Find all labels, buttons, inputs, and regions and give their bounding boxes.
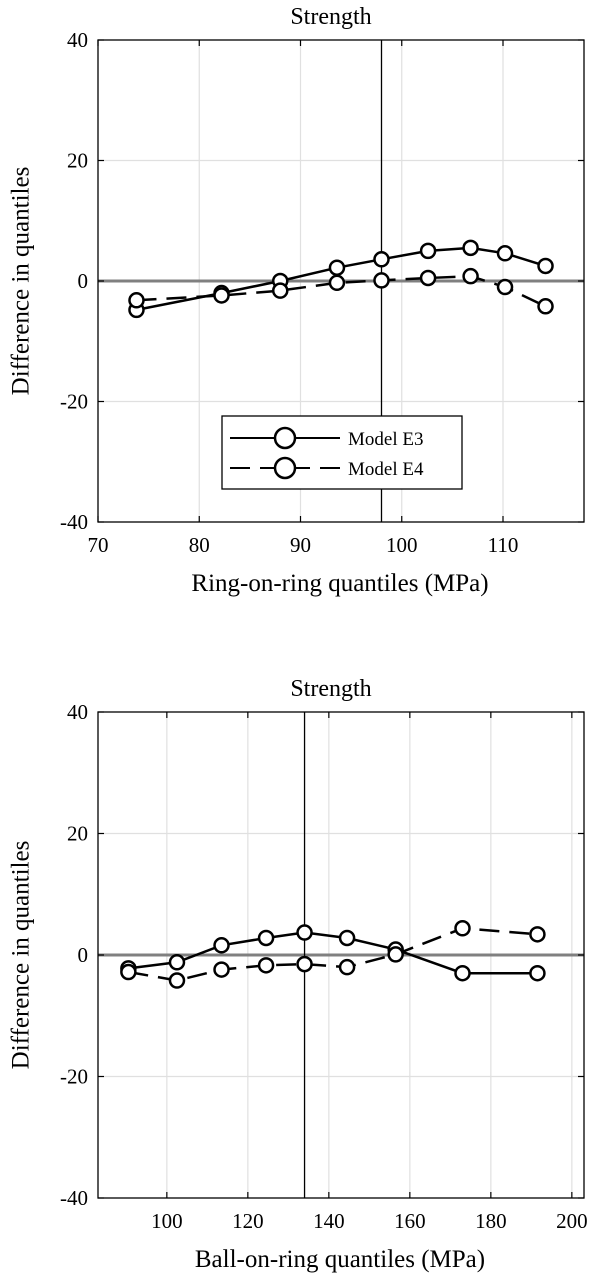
legend-box — [221, 415, 463, 490]
data-point — [338, 929, 356, 947]
x-tick-label: 100 — [151, 1209, 183, 1233]
y-tick-label: 0 — [78, 943, 89, 967]
chart-title: Strength — [290, 4, 371, 30]
data-point — [338, 958, 356, 976]
data-point — [419, 242, 437, 260]
data-point — [387, 946, 404, 963]
legend-entry-label: Model E3 — [348, 429, 423, 450]
series-model-e4 — [120, 920, 546, 989]
chart-title: Strength — [290, 676, 371, 702]
x-tick-label: 200 — [556, 1209, 588, 1233]
x-tick-label: 70 — [88, 533, 109, 557]
legend-entry-label: Model E4 — [348, 459, 424, 480]
data-point — [213, 961, 230, 978]
x-tick-label: 110 — [488, 533, 519, 557]
legend-marker — [273, 426, 297, 450]
series-model-e4 — [128, 267, 554, 315]
y-tick-label: 20 — [67, 149, 88, 173]
legend: Model E3 Model E4 — [221, 415, 463, 490]
y-tick-label: -40 — [60, 510, 88, 534]
x-tick-label: 80 — [189, 533, 210, 557]
y-tick-label: 0 — [78, 269, 89, 293]
data-point — [454, 964, 471, 982]
x-tick-label: 120 — [232, 1209, 264, 1233]
series-model-e3 — [120, 924, 546, 982]
data-point — [328, 259, 346, 276]
data-point — [496, 245, 514, 262]
x-tick-label: 90 — [290, 533, 311, 557]
data-point — [213, 287, 230, 304]
data-point — [419, 269, 437, 287]
y-axis-label: Difference in quantiles — [8, 167, 35, 396]
series-line — [128, 927, 538, 982]
data-point — [296, 924, 313, 941]
data-point — [296, 955, 313, 973]
x-tick-label: 160 — [394, 1209, 426, 1233]
data-point — [537, 257, 554, 275]
data-point — [213, 937, 230, 954]
data-point — [462, 239, 479, 257]
data-point — [529, 964, 546, 982]
x-tick-label: 140 — [313, 1209, 345, 1233]
data-point — [454, 920, 471, 937]
y-tick-label: -20 — [60, 1065, 88, 1089]
data-point — [257, 929, 275, 947]
data-point — [128, 292, 145, 309]
data-point — [120, 963, 137, 981]
y-tick-label: -20 — [60, 390, 88, 414]
data-point — [328, 274, 346, 292]
data-point — [537, 298, 554, 315]
data-point — [257, 957, 275, 974]
x-axis-label: Ring-on-ring quantiles (MPa) — [191, 570, 488, 597]
x-tick-label: 180 — [475, 1209, 507, 1233]
legend-marker — [273, 456, 297, 480]
y-tick-label: 40 — [67, 700, 88, 724]
data-point — [168, 954, 186, 971]
chart-panel-2: 100 120 140 160 180 200 -40 -20 0 20 40 Strength Bal… — [8, 676, 588, 1273]
y-tick-label: -40 — [60, 1186, 88, 1210]
data-point — [496, 278, 514, 296]
y-tick-label: 20 — [67, 822, 88, 846]
data-point — [529, 926, 546, 943]
x-tick-label: 100 — [386, 533, 418, 557]
data-point — [272, 282, 289, 299]
data-point — [373, 272, 390, 289]
data-point — [462, 267, 479, 285]
y-axis-label: Difference in quantiles — [8, 841, 35, 1070]
y-tick-label: 40 — [67, 28, 88, 52]
data-point — [373, 251, 390, 268]
data-point — [168, 972, 186, 989]
x-axis-label: Ball-on-ring quantiles (MPa) — [195, 1246, 485, 1273]
chart-panel-1: 70 80 90 100 110 -40 -20 0 20 40 Strength Ring-on-r… — [8, 4, 585, 597]
